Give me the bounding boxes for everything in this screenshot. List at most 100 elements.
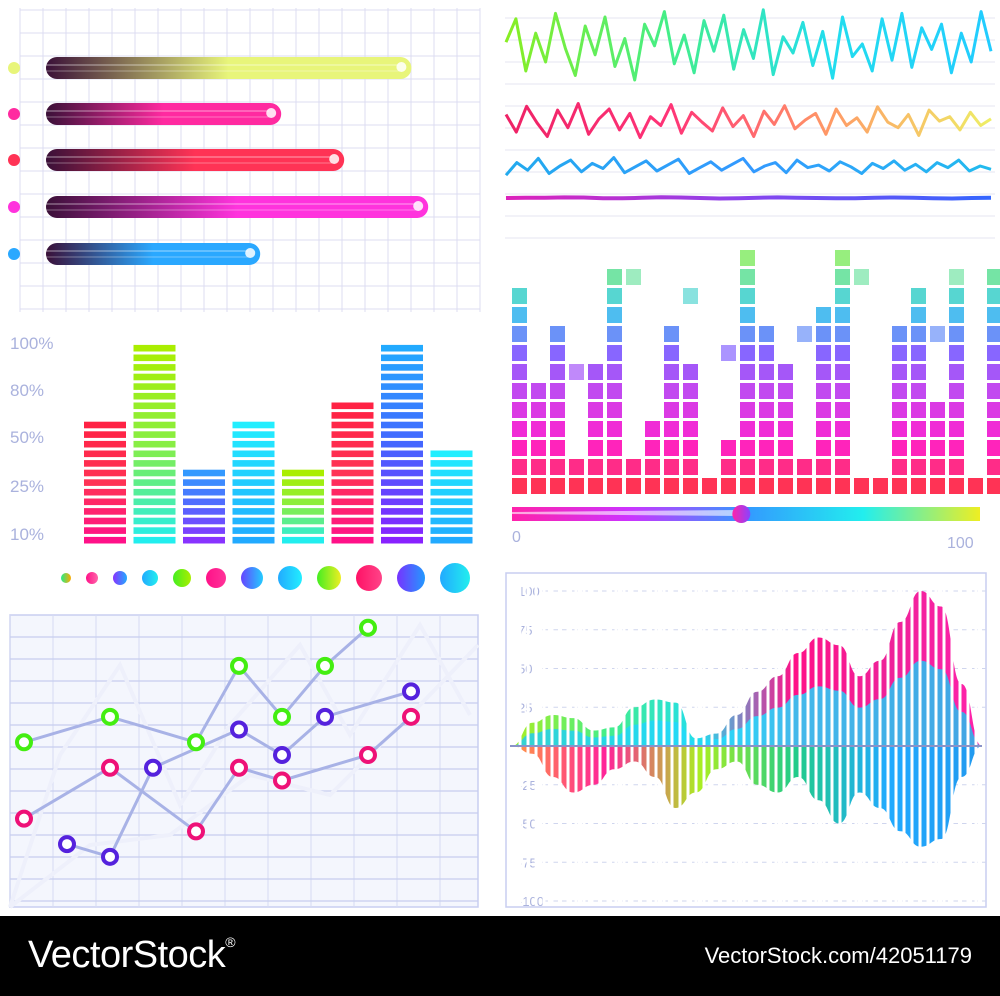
block-segment [835, 288, 850, 304]
bar-segment [282, 527, 324, 534]
legend-dot [8, 62, 20, 74]
peak-block [892, 364, 907, 380]
block-segment [911, 307, 926, 323]
block-segment [740, 269, 755, 285]
block-segment [626, 478, 641, 494]
block-segment [778, 478, 793, 494]
bar-segment [381, 373, 423, 381]
block-segment [512, 307, 527, 323]
bar-segment [282, 498, 324, 506]
block-segment [664, 326, 679, 342]
block-segment [987, 459, 1000, 475]
y-tick-label: 50% [10, 428, 44, 447]
bar-segment [381, 402, 423, 410]
bar-segment [133, 488, 176, 496]
data-marker [58, 835, 76, 854]
data-marker [230, 656, 248, 675]
data-marker [144, 758, 162, 777]
block-segment [531, 440, 546, 456]
bar-segment [282, 517, 324, 525]
bar-segment [331, 488, 374, 496]
block-segment [740, 307, 755, 323]
block-segment [664, 402, 679, 418]
bar-segment [331, 517, 374, 525]
bar-segment [232, 517, 275, 525]
bar-glow [245, 248, 256, 258]
bar-segment [232, 508, 275, 515]
data-marker [187, 733, 205, 752]
block-segment [588, 402, 603, 418]
legend-dot [86, 572, 98, 584]
block-segment [531, 383, 546, 399]
bar-segment [331, 450, 374, 458]
image-id: VectorStock.com/42051179 [704, 943, 972, 968]
block-segment [550, 383, 565, 399]
bar-segment [331, 479, 374, 486]
marker-line-svg [8, 614, 480, 909]
legend-dot [113, 571, 127, 585]
bar-segment [232, 421, 275, 429]
data-marker [359, 746, 377, 764]
block-segment [740, 364, 755, 380]
legend-dot [317, 566, 341, 590]
bar-segment [84, 440, 126, 448]
bar-segment [381, 354, 423, 362]
block-segment [873, 478, 888, 494]
block-segment [683, 383, 698, 399]
bar-segment [133, 469, 176, 477]
data-marker [101, 758, 119, 777]
block-segment [512, 421, 527, 437]
bar-segment [282, 536, 324, 544]
peak-block [721, 345, 736, 361]
slider-min-label: 0 [512, 529, 521, 546]
block-equalizer-chart: 0 100 [500, 250, 1000, 560]
bar-segment [331, 412, 374, 419]
block-segment [569, 459, 584, 475]
bar-segment [430, 460, 473, 467]
block-segment [531, 421, 546, 437]
block-segment [740, 345, 755, 361]
block-segment [835, 440, 850, 456]
block-segment [588, 478, 603, 494]
data-marker [230, 758, 248, 777]
block-segment [645, 440, 660, 456]
block-segment [569, 478, 584, 494]
data-marker [316, 656, 334, 675]
block-segment [759, 345, 774, 361]
block-segment [664, 383, 679, 399]
bar-segment [331, 431, 374, 438]
bar-segment [381, 412, 423, 419]
bar-segment [232, 498, 275, 506]
bar-segment [381, 440, 423, 448]
bar-segment [133, 440, 176, 448]
wave-line [504, 102, 992, 140]
bar-segment [133, 508, 176, 515]
bar-segment [133, 536, 176, 544]
block-segment [987, 288, 1000, 304]
block-segment [987, 402, 1000, 418]
equalizer-svg: 100% 80% 50% 25% 10% [10, 334, 473, 593]
bar-segment [84, 517, 126, 525]
block-segment [702, 478, 717, 494]
bar-segment [133, 402, 176, 410]
legend-dot [278, 566, 302, 590]
block-segment [588, 440, 603, 456]
horizontal-bar-chart [0, 0, 490, 320]
block-segment [721, 459, 736, 475]
bar-segment [381, 421, 423, 429]
block-segment [607, 345, 622, 361]
block-segment [930, 421, 945, 437]
peak-block [949, 269, 964, 285]
block-segment [512, 402, 527, 418]
bar-segment [133, 498, 176, 506]
block-segment [512, 364, 527, 380]
bar-segment [84, 421, 126, 429]
block-segment [550, 345, 565, 361]
legend-dot [173, 569, 191, 587]
block-segment [816, 326, 831, 342]
bar [46, 243, 261, 265]
block-equalizer-svg: 0 100 [512, 250, 1000, 552]
block-segment [607, 364, 622, 380]
legend-dot [206, 568, 226, 588]
